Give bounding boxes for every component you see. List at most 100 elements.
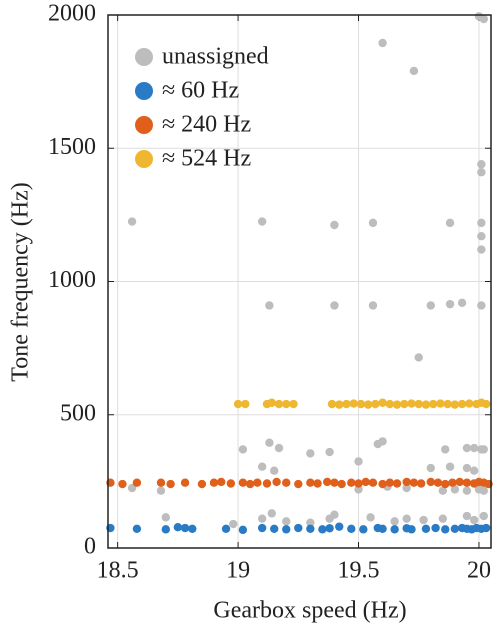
x-tick-label: 20: [467, 558, 491, 584]
point: [445, 299, 455, 309]
point: [431, 523, 440, 533]
point: [318, 525, 327, 534]
point: [361, 477, 370, 487]
point: [368, 301, 378, 310]
point: [400, 399, 409, 409]
point: [385, 399, 395, 409]
point: [479, 511, 488, 521]
point: [262, 479, 272, 488]
point: [359, 525, 368, 534]
point: [409, 478, 419, 487]
point: [448, 478, 457, 487]
point: [325, 447, 334, 457]
point: [462, 486, 472, 495]
series: [233, 398, 491, 409]
point: [457, 399, 467, 409]
point: [257, 523, 267, 533]
point: [363, 400, 373, 409]
legend-label: ≈ 524 Hz: [162, 146, 251, 172]
point: [188, 524, 197, 534]
point: [132, 524, 142, 534]
point: [180, 478, 190, 487]
y-tick-label: 2000: [48, 1, 96, 27]
point: [267, 509, 276, 518]
point: [226, 479, 236, 488]
point: [428, 399, 438, 409]
point: [371, 399, 380, 409]
point: [306, 449, 315, 458]
point: [385, 478, 395, 487]
point: [409, 66, 419, 76]
point: [477, 218, 486, 228]
point: [209, 478, 219, 487]
legend-label: ≈ 60 Hz: [162, 78, 239, 104]
legend-marker: [135, 82, 153, 100]
point: [421, 400, 431, 409]
point: [441, 525, 450, 534]
point: [479, 14, 488, 24]
point: [426, 477, 435, 487]
point: [274, 443, 284, 453]
point: [416, 479, 426, 488]
point: [390, 525, 399, 534]
point: [426, 463, 435, 473]
point: [349, 399, 358, 408]
point: [469, 466, 479, 475]
point: [378, 479, 387, 489]
point: [241, 399, 250, 409]
point: [378, 524, 387, 534]
y-tick-label: 1000: [48, 267, 96, 293]
point: [306, 524, 315, 534]
point: [306, 518, 315, 527]
point: [366, 513, 375, 522]
point: [450, 524, 460, 534]
point: [229, 519, 238, 529]
point: [127, 217, 137, 226]
point: [132, 478, 142, 487]
x-tick-label: 18.5: [97, 558, 139, 584]
series: [106, 477, 493, 489]
point: [289, 399, 298, 409]
point: [265, 438, 274, 447]
point: [436, 399, 445, 408]
point: [330, 510, 339, 519]
point: [479, 445, 488, 454]
point: [272, 477, 281, 487]
point: [438, 486, 448, 495]
point: [282, 399, 291, 409]
point: [347, 524, 356, 534]
point: [414, 399, 423, 409]
point: [450, 400, 460, 409]
point: [407, 399, 416, 408]
point: [274, 399, 284, 409]
point: [173, 523, 183, 532]
series: [106, 522, 491, 535]
point: [282, 517, 291, 526]
point: [477, 231, 486, 241]
point: [441, 445, 450, 454]
x-tick-label: 19.5: [338, 558, 380, 584]
point: [469, 443, 479, 453]
point: [282, 525, 291, 534]
y-axis-label: Tone frequency (Hz): [8, 182, 34, 382]
point: [462, 443, 472, 453]
point: [217, 477, 226, 487]
point: [245, 479, 255, 489]
point: [180, 523, 190, 533]
y-tick-label: 1500: [48, 134, 96, 160]
point: [294, 479, 303, 489]
point: [325, 524, 334, 533]
point: [313, 479, 322, 488]
point: [253, 478, 262, 487]
legend-label: ≈ 240 Hz: [162, 112, 251, 138]
point: [156, 486, 166, 495]
point: [335, 522, 344, 531]
point: [378, 398, 387, 407]
point: [465, 399, 474, 408]
legend-marker: [135, 116, 153, 134]
point: [441, 479, 450, 489]
point: [407, 525, 416, 534]
legend-marker: [135, 150, 153, 168]
point: [306, 478, 315, 487]
point: [462, 478, 472, 487]
